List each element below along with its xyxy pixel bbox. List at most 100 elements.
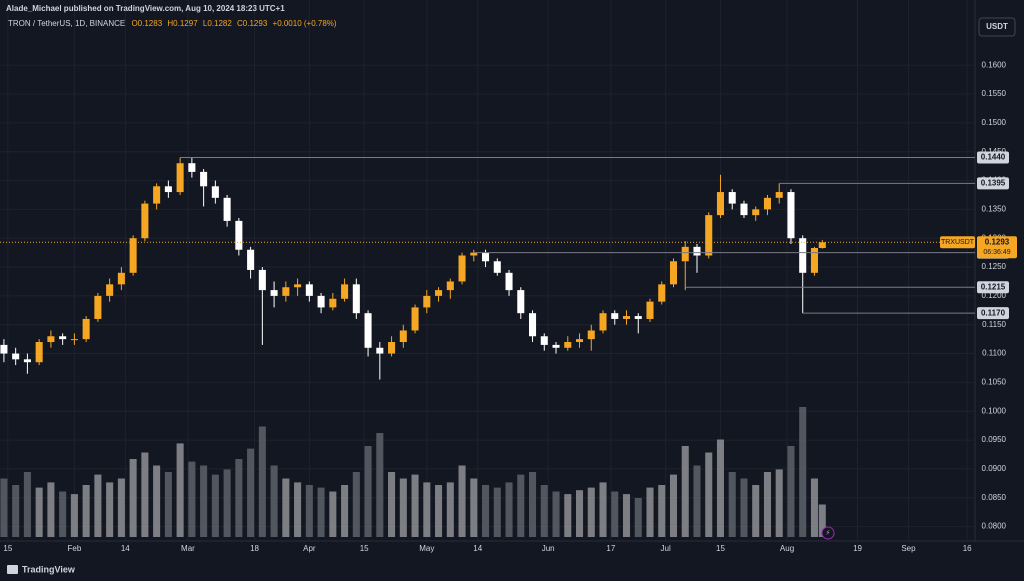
volume-bar [752, 485, 760, 537]
currency[interactable]: USDT [986, 22, 1008, 31]
y-tick-label: 0.1200 [982, 291, 1007, 300]
candle-body [47, 336, 55, 343]
level-label: 0.1170 [981, 308, 1006, 317]
volume-bar [529, 472, 537, 537]
volume-bar [82, 485, 90, 537]
volume-bar [0, 478, 8, 537]
volume-bar [188, 461, 196, 537]
volume-bar [329, 491, 337, 537]
x-tick-label: Sep [901, 544, 916, 553]
alert-icon[interactable] [821, 526, 835, 540]
candle-body [35, 342, 43, 363]
volume-bar [799, 407, 807, 537]
candle-body [705, 215, 713, 256]
volume-bar [646, 487, 654, 537]
y-tick-label: 0.1500 [982, 118, 1007, 127]
volume-bar [505, 482, 513, 537]
candle-body [188, 163, 196, 172]
last-price-label: 0.1293 [985, 237, 1010, 246]
volume-bar [59, 491, 67, 537]
volume-bar [282, 478, 290, 537]
candle-body [728, 192, 736, 204]
volume-bar [270, 465, 278, 537]
y-tick-label: 0.1000 [982, 406, 1007, 415]
volume-bar [411, 474, 419, 537]
candle-body [575, 339, 584, 343]
candle-body [482, 252, 490, 262]
symbol-label: TRXUSDT [941, 239, 975, 246]
candle-body [164, 186, 172, 193]
volume-bar [775, 469, 783, 537]
volume-bar [482, 485, 490, 537]
volume-bar [810, 478, 818, 537]
volume-bar [716, 439, 725, 537]
volume-bar [458, 465, 466, 537]
level-label: 0.1395 [981, 179, 1006, 188]
candle-body [540, 336, 548, 345]
candle-body [763, 197, 771, 210]
candle-body [787, 192, 795, 239]
countdown: 06:36:49 [983, 249, 1010, 256]
volume-bar [740, 478, 748, 537]
volume-bar [12, 485, 20, 537]
volume-bar [164, 472, 172, 537]
y-tick-label: 0.0850 [982, 493, 1007, 502]
volume-bar [129, 459, 137, 537]
candle-body [622, 316, 631, 319]
y-tick-label: 0.1250 [982, 262, 1007, 271]
candle-body [153, 186, 161, 204]
level-label: 0.1215 [981, 282, 1006, 291]
candle-body [223, 197, 231, 221]
volume-bar [200, 465, 208, 537]
volume-bar [106, 482, 114, 537]
volume-bar [446, 482, 454, 537]
x-tick-label: 17 [606, 544, 615, 553]
y-tick-label: 0.1450 [982, 147, 1007, 156]
volume-bar [35, 487, 43, 537]
candle-body [200, 171, 208, 187]
y-tick-label: 0.0800 [982, 522, 1007, 531]
candle-body [493, 261, 501, 273]
volume-bar [693, 465, 701, 537]
currency-button[interactable] [978, 17, 1016, 37]
publisher: Alade_Michael published on TradingView.c… [6, 4, 285, 13]
volume-bar [117, 478, 125, 537]
candle-body [82, 318, 90, 340]
alert-icon-glyph[interactable]: ⚡ [826, 529, 831, 537]
y-tick-label: 0.1350 [982, 204, 1007, 213]
candle-body [564, 342, 572, 348]
candle-body [587, 330, 595, 340]
volume-bar [763, 472, 771, 537]
candle-body [0, 344, 8, 354]
legend-high: H0.1297 [167, 19, 198, 28]
volume-bar [258, 426, 266, 537]
volume-bar [223, 469, 231, 537]
volume-bar [364, 446, 372, 537]
candle-body [517, 290, 525, 314]
candle-body [211, 186, 219, 198]
candle-body [646, 301, 654, 319]
y-tick-label: 0.1150 [982, 320, 1006, 329]
x-tick-label: May [419, 544, 434, 553]
candle-body [446, 281, 454, 291]
volume-bar [23, 472, 31, 537]
legend-symbol: TRON / TetherUS, 1D, BINANCE [8, 19, 125, 28]
volume-bar [153, 465, 161, 537]
volume-bar [540, 485, 548, 537]
volume-bar [70, 494, 78, 537]
candle-body [106, 284, 114, 296]
candle-body [329, 298, 337, 308]
candle-body [669, 261, 678, 285]
volume-bar [493, 487, 501, 537]
volume-bar [634, 498, 642, 537]
candle-body [634, 316, 642, 319]
legend-low: L0.1282 [203, 19, 232, 28]
volume-bar [94, 474, 102, 537]
volume-bar [341, 485, 349, 537]
volume-bar [599, 482, 607, 537]
candle-body [12, 353, 20, 360]
candle-body [141, 203, 149, 239]
y-tick-label: 0.0900 [982, 464, 1007, 473]
